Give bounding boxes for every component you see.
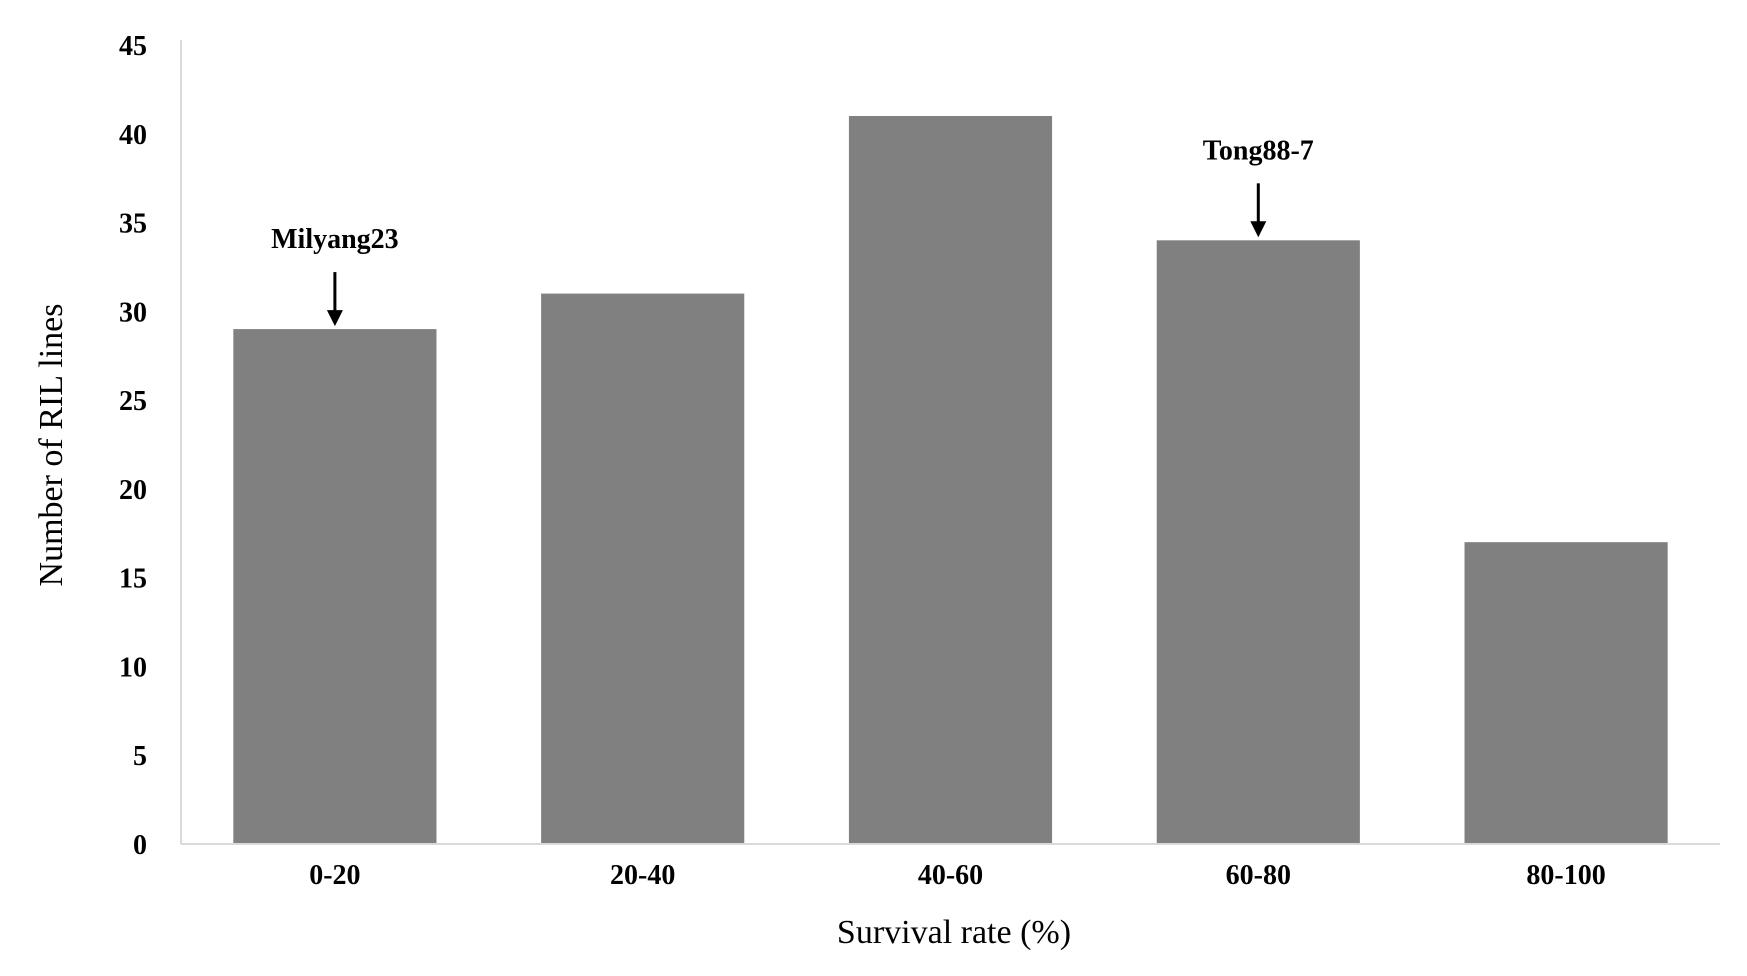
y-tick-label: 35 bbox=[119, 209, 147, 240]
arrow-down-icon bbox=[326, 310, 343, 327]
annotation-60-80: Tong88-7 bbox=[1203, 135, 1314, 238]
x-tick-label: 20-40 bbox=[610, 860, 675, 891]
y-tick-label: 30 bbox=[119, 297, 147, 328]
bars-layer bbox=[233, 116, 1668, 845]
bar-0-20 bbox=[233, 329, 437, 845]
arrow-down-icon bbox=[1250, 221, 1267, 238]
annotation-0-20: Milyang23 bbox=[271, 224, 399, 327]
y-tick-label: 45 bbox=[119, 31, 147, 62]
bar-20-40 bbox=[541, 293, 745, 845]
y-tick-label: 15 bbox=[119, 564, 147, 595]
bar-80-100 bbox=[1464, 542, 1668, 844]
annotation-label: Milyang23 bbox=[271, 224, 399, 255]
y-tick-label: 10 bbox=[119, 652, 147, 683]
bar-40-60 bbox=[848, 116, 1053, 845]
y-axis-title: Number of RIL lines bbox=[33, 304, 70, 587]
x-tick-label: 0-20 bbox=[309, 860, 360, 891]
y-tick-labels: 0 5 10 15 20 25 30 35 40 45 bbox=[119, 31, 147, 861]
y-tick-label: 0 bbox=[133, 830, 147, 861]
y-tick-label: 20 bbox=[119, 475, 147, 506]
x-tick-label: 80-100 bbox=[1526, 860, 1605, 891]
x-tick-labels: 0-20 20-40 40-60 60-80 80-100 bbox=[309, 860, 1606, 891]
bar-60-80 bbox=[1156, 240, 1360, 845]
x-tick-label: 40-60 bbox=[918, 860, 983, 891]
annotations-layer: Milyang23 Tong88-7 bbox=[271, 135, 1314, 327]
annotation-label: Tong88-7 bbox=[1203, 135, 1314, 166]
y-tick-label: 40 bbox=[119, 120, 147, 151]
y-tick-label: 5 bbox=[133, 741, 147, 772]
axes-layer bbox=[180, 40, 1720, 845]
x-axis-title: Survival rate (%) bbox=[837, 914, 1071, 951]
x-tick-label: 60-80 bbox=[1226, 860, 1291, 891]
y-tick-label: 25 bbox=[119, 386, 147, 417]
